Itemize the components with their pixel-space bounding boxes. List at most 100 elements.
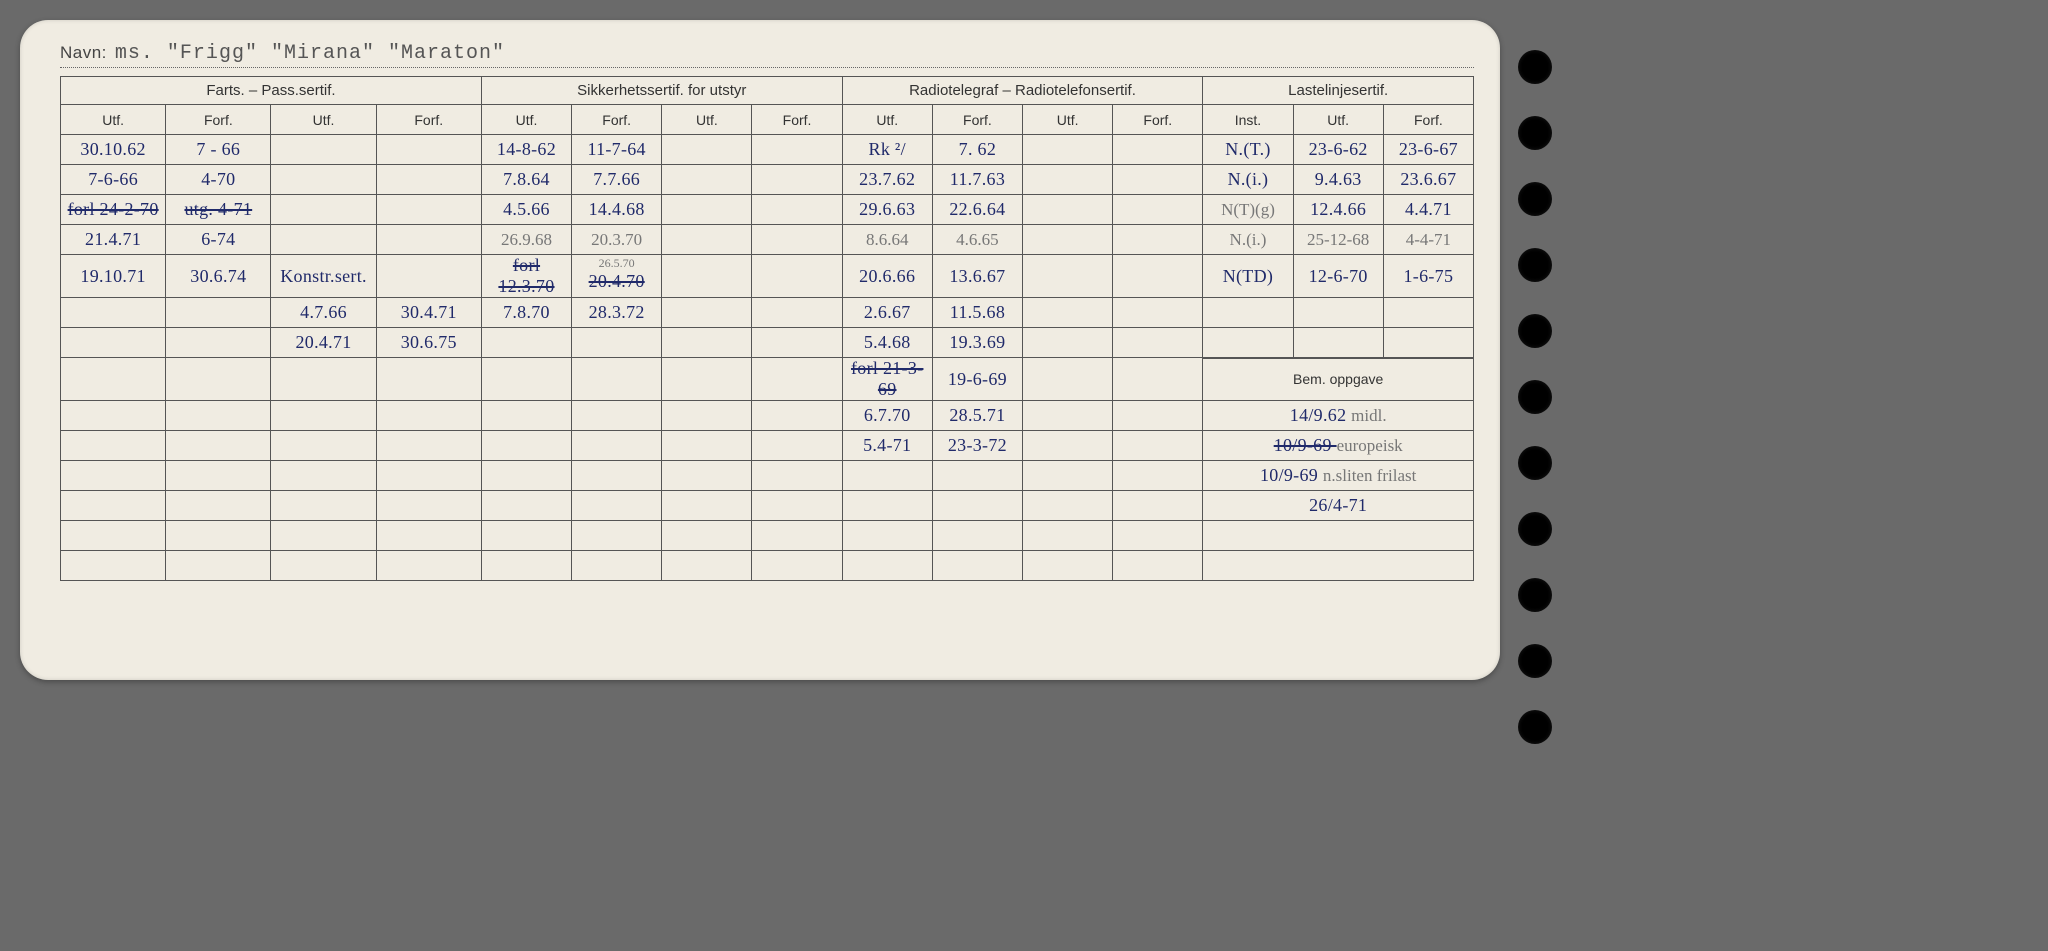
table-cell <box>166 358 271 401</box>
table-cell <box>1113 401 1203 431</box>
h-inst: Inst. <box>1203 105 1293 135</box>
table-cell: utg. 4-71 <box>166 195 271 225</box>
table-cell: 19.10.71 <box>61 255 166 298</box>
table-cell: 30.10.62 <box>61 135 166 165</box>
table-cell: 29.6.63 <box>842 195 932 225</box>
table-cell: 28.5.71 <box>932 401 1022 431</box>
table-cell <box>1023 165 1113 195</box>
binder-hole <box>1518 446 1552 480</box>
table-cell <box>481 461 571 491</box>
table-cell: 2.6.67 <box>842 298 932 328</box>
table-cell: 28.3.72 <box>572 298 662 328</box>
table-cell: 4.5.66 <box>481 195 571 225</box>
table-cell: 7.8.70 <box>481 298 571 328</box>
table-cell: 6.7.70 <box>842 401 932 431</box>
table-cell: 11.7.63 <box>932 165 1022 195</box>
table-cell <box>572 461 662 491</box>
table-cell: 5.4-71 <box>842 431 932 461</box>
table-cell: 23-6-62 <box>1293 135 1383 165</box>
table-cell <box>752 461 842 491</box>
table-cell <box>376 551 481 581</box>
table-cell <box>752 165 842 195</box>
table-cell: 25-12-68 <box>1293 225 1383 255</box>
table-cell <box>1113 135 1203 165</box>
table-cell <box>1113 358 1203 401</box>
table-cell: 9.4.63 <box>1293 165 1383 195</box>
table-cell: 14-8-62 <box>481 135 571 165</box>
binder-hole <box>1518 380 1552 414</box>
table-cell <box>1023 551 1113 581</box>
table-cell: N.(T.) <box>1203 135 1293 165</box>
table-cell <box>932 461 1022 491</box>
bem-header: Bem. oppgave <box>1203 358 1474 401</box>
table-cell <box>166 298 271 328</box>
table-cell: 23-3-72 <box>932 431 1022 461</box>
binder-hole <box>1518 578 1552 612</box>
table-cell: 21.4.71 <box>61 225 166 255</box>
table-cell: N(TD) <box>1203 255 1293 298</box>
table-cell <box>271 521 376 551</box>
table-cell: 19.3.69 <box>932 328 1022 358</box>
table-cell <box>61 551 166 581</box>
table-cell <box>752 491 842 521</box>
table-cell: 30.6.74 <box>166 255 271 298</box>
table-cell <box>166 491 271 521</box>
table-cell <box>662 255 752 298</box>
table-cell: 19-6-69 <box>932 358 1022 401</box>
table-cell: 4-4-71 <box>1383 225 1473 255</box>
table-cell <box>662 225 752 255</box>
table-row: 6.7.7028.5.7114/9.62 midl. <box>61 401 1474 431</box>
table-cell <box>1113 165 1203 195</box>
table-cell <box>376 195 481 225</box>
table-cell <box>61 358 166 401</box>
table-row: forl 24-2-70utg. 4-714.5.6614.4.6829.6.6… <box>61 195 1474 225</box>
table-cell <box>376 491 481 521</box>
h-forf: Forf. <box>1383 105 1473 135</box>
table-cell: 7.7.66 <box>572 165 662 195</box>
table-cell <box>752 225 842 255</box>
table-cell <box>1113 521 1203 551</box>
h-utf: Utf. <box>481 105 571 135</box>
table-cell: 8.6.64 <box>842 225 932 255</box>
table-cell <box>376 135 481 165</box>
group-farts: Farts. – Pass.sertif. <box>61 77 482 105</box>
table-cell <box>1023 431 1113 461</box>
table-cell: 4.7.66 <box>271 298 376 328</box>
table-row: 26/4-71 <box>61 491 1474 521</box>
table-row: 4.7.6630.4.717.8.7028.3.722.6.6711.5.68 <box>61 298 1474 328</box>
table-cell <box>662 195 752 225</box>
table-cell: 12-6-70 <box>1293 255 1383 298</box>
table-cell: 26.9.68 <box>481 225 571 255</box>
group-sikkerhet: Sikkerhetssertif. for utstyr <box>481 77 842 105</box>
table-cell <box>271 165 376 195</box>
table-cell <box>662 461 752 491</box>
table-cell: Rk ²/ <box>842 135 932 165</box>
table-cell <box>271 225 376 255</box>
table-cell <box>1113 551 1203 581</box>
table-cell <box>662 491 752 521</box>
table-cell <box>1023 225 1113 255</box>
h-utf: Utf. <box>1023 105 1113 135</box>
table-cell <box>376 401 481 431</box>
binder-hole <box>1518 50 1552 84</box>
table-cell <box>572 551 662 581</box>
table-cell <box>376 255 481 298</box>
table-cell <box>1023 328 1113 358</box>
table-row: 19.10.7130.6.74Konstr.sert.forl 12.3.702… <box>61 255 1474 298</box>
table-cell: 4.4.71 <box>1383 195 1473 225</box>
table-cell <box>166 551 271 581</box>
table-cell <box>662 521 752 551</box>
table-cell: 23.6.67 <box>1383 165 1473 195</box>
table-cell: 6-74 <box>166 225 271 255</box>
table-cell <box>1023 358 1113 401</box>
table-cell <box>481 431 571 461</box>
table-cell <box>842 521 932 551</box>
table-cell: 20.4.71 <box>271 328 376 358</box>
table-cell <box>752 358 842 401</box>
table-cell: 30.4.71 <box>376 298 481 328</box>
table-cell: forl 21-3-69 <box>842 358 932 401</box>
table-cell <box>1023 491 1113 521</box>
table-cell: 12.4.66 <box>1293 195 1383 225</box>
binder-hole <box>1518 248 1552 282</box>
bem-entry: 10/9-69 n.sliten frilast <box>1203 461 1474 491</box>
